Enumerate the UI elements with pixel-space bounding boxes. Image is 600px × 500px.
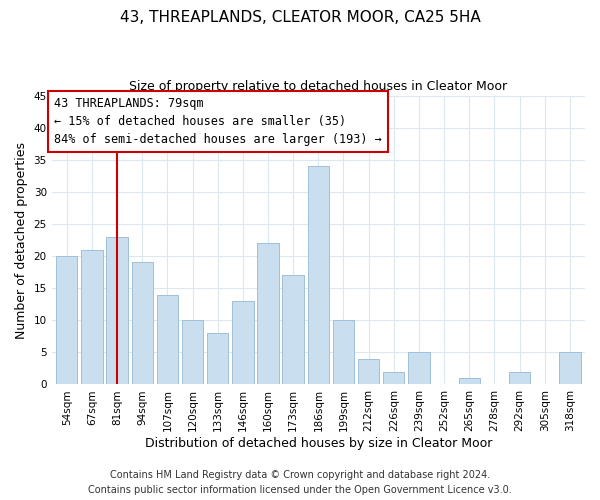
Bar [358, 359, 379, 384]
Text: 43 THREAPLANDS: 79sqm
← 15% of detached houses are smaller (35)
84% of semi-deta: 43 THREAPLANDS: 79sqm ← 15% of detached … [54, 97, 382, 146]
Text: 43, THREAPLANDS, CLEATOR MOOR, CA25 5HA: 43, THREAPLANDS, CLEATOR MOOR, CA25 5HA [119, 10, 481, 25]
Bar [283, 276, 304, 384]
Bar [383, 372, 404, 384]
X-axis label: Distribution of detached houses by size in Cleator Moor: Distribution of detached houses by size … [145, 437, 492, 450]
Bar [308, 166, 329, 384]
Text: Contains HM Land Registry data © Crown copyright and database right 2024.
Contai: Contains HM Land Registry data © Crown c… [88, 470, 512, 495]
Bar [106, 237, 128, 384]
Bar [333, 320, 354, 384]
Bar [81, 250, 103, 384]
Y-axis label: Number of detached properties: Number of detached properties [15, 142, 28, 338]
Bar [207, 333, 229, 384]
Title: Size of property relative to detached houses in Cleator Moor: Size of property relative to detached ho… [129, 80, 508, 93]
Bar [157, 294, 178, 384]
Bar [56, 256, 77, 384]
Bar [509, 372, 530, 384]
Bar [559, 352, 581, 384]
Bar [458, 378, 480, 384]
Bar [232, 301, 254, 384]
Bar [131, 262, 153, 384]
Bar [408, 352, 430, 384]
Bar [257, 243, 279, 384]
Bar [182, 320, 203, 384]
